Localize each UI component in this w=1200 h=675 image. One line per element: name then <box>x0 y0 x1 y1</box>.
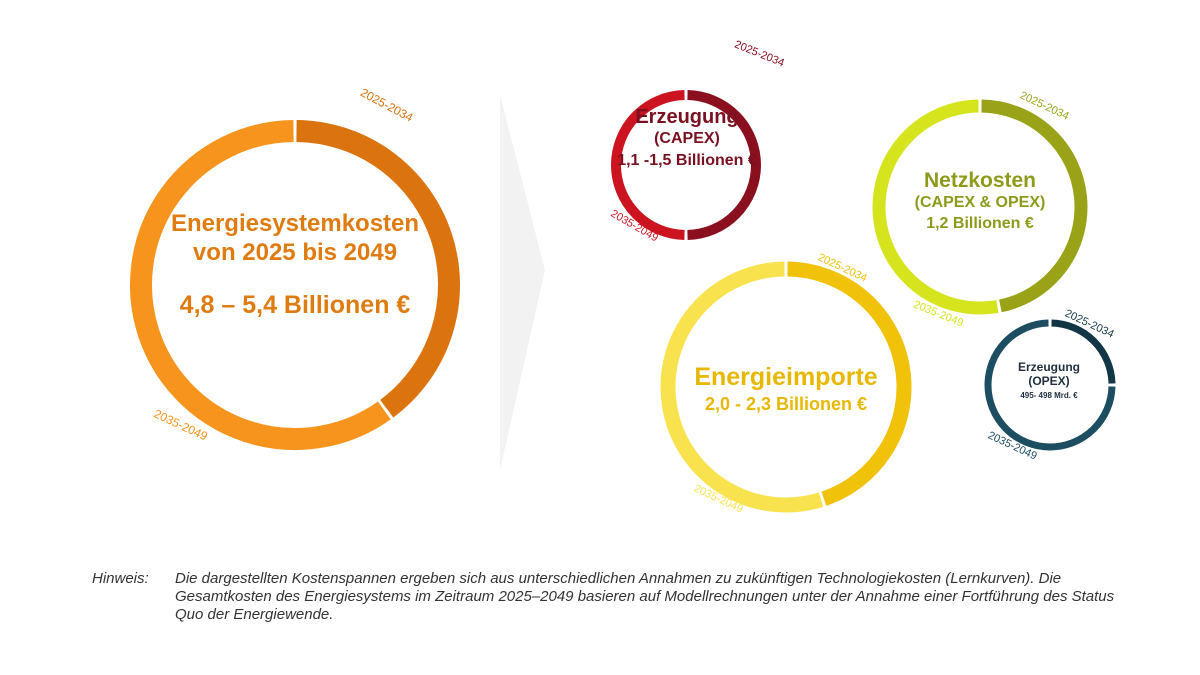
erzeugung-capex-value: 1,1 -1,5 Billionen € <box>617 152 757 170</box>
netzkosten-value: 1,2 Billionen € <box>926 215 1034 233</box>
energieimporte-ring-late-segment <box>660 261 824 513</box>
footnote-text: Die dargestellten Kostenspannen ergeben … <box>175 570 1115 623</box>
erzeugung-opex-text: Erzeugung (OPEX) 495- 498 Mrd. € <box>1018 360 1080 400</box>
erzeugung-capex-text: Erzeugung (CAPEX) 1,1 -1,5 Billionen € <box>617 105 757 170</box>
erzeugung-capex-ring-late-segment <box>611 90 685 240</box>
energieimporte-text: Energieimporte 2,0 - 2,3 Billionen € <box>694 362 877 416</box>
arrow-chevron <box>500 95 545 470</box>
erzeugung-capex-ring-early-segment <box>687 90 761 240</box>
netzkosten-ring-late-segment <box>872 99 999 315</box>
netzkosten-ring-early-segment <box>981 99 1088 313</box>
footnote: Hinweis: Die dargestellten Kostenspannen… <box>92 570 1135 624</box>
erzeugung-opex-ring-late-segment <box>984 319 1116 451</box>
energieimporte-title: Energieimporte <box>694 363 878 391</box>
footnote-label: Hinweis: <box>92 570 149 587</box>
total-title: Energiesystemkosten <box>170 210 420 237</box>
erzeugung-opex-subtitle: (OPEX) <box>1028 374 1070 389</box>
energieimporte-value: 2,0 - 2,3 Billionen € <box>704 394 868 414</box>
total-subtitle: von 2025 bis 2049 <box>192 238 398 266</box>
erzeugung-capex-title: Erzeugung <box>635 106 739 128</box>
netzkosten-title: Netzkosten <box>923 169 1037 192</box>
erzeugung-capex-subtitle: (CAPEX) <box>654 130 720 147</box>
netzkosten-text: Netzkosten (CAPEX & OPEX) 1,2 Billionen … <box>915 168 1046 234</box>
erzeugung-opex-title: Erzeugung <box>1018 360 1080 374</box>
total-ring-early-segment <box>296 120 460 418</box>
erzeugung-opex-ring-early-segment <box>1051 319 1116 384</box>
energieimporte-ring-early-segment <box>787 261 912 506</box>
netzkosten-subtitle: (CAPEX & OPEX) <box>914 194 1046 212</box>
total-ring-late-segment <box>130 120 391 450</box>
erzeugung-opex-value: 495- 498 Mrd. € <box>1020 390 1078 400</box>
total-circle-text: Energiesystemkosten von 2025 bis 2049 4,… <box>171 210 419 320</box>
total-value: 4,8 – 5,4 Billionen € <box>179 290 411 319</box>
